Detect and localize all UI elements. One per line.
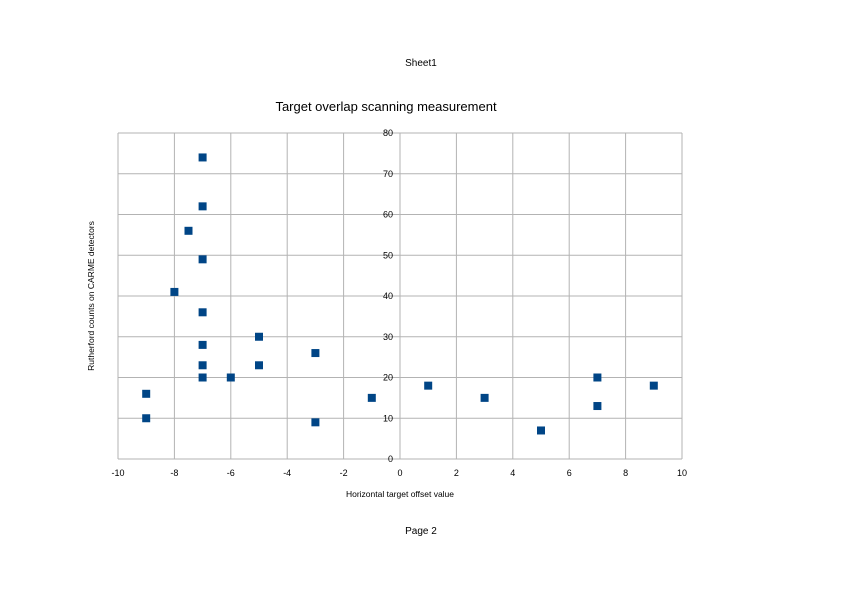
axes <box>118 133 682 460</box>
data-point <box>198 340 207 349</box>
data-point <box>184 226 193 235</box>
page-footer: Page 2 <box>405 526 437 537</box>
data-point <box>311 418 320 427</box>
x-tick-label: 2 <box>454 468 459 478</box>
y-axis-label: Rutherford counts on CARME detectors <box>86 221 96 371</box>
y-tick-label: 40 <box>383 291 393 301</box>
data-point <box>255 361 263 370</box>
data-point <box>311 349 320 358</box>
y-tick-label: 60 <box>383 210 393 220</box>
x-axis-label: Horizontal target offset value <box>346 489 454 499</box>
data-point <box>198 202 207 211</box>
x-tick-label: -6 <box>227 468 235 478</box>
data-point <box>593 402 602 411</box>
x-tick-label: -8 <box>170 468 178 478</box>
data-point <box>537 426 545 435</box>
data-points <box>142 153 658 435</box>
x-tick-label: -2 <box>340 468 348 478</box>
data-point <box>198 361 207 370</box>
data-point <box>593 373 602 382</box>
data-point <box>170 287 179 296</box>
data-point <box>198 308 207 317</box>
y-tick-label: 80 <box>383 128 393 138</box>
data-point <box>255 332 263 341</box>
page-header: Sheet1 <box>405 58 437 69</box>
data-point <box>367 393 376 402</box>
data-point <box>198 255 207 264</box>
y-tick-label: 10 <box>383 413 393 423</box>
data-point <box>198 373 207 382</box>
y-tick-label: 50 <box>383 250 393 260</box>
x-tick-label: 8 <box>623 468 628 478</box>
y-tick-label: 70 <box>383 169 393 179</box>
x-tick-label: -4 <box>283 468 291 478</box>
x-tick-label: 0 <box>397 468 402 478</box>
data-point <box>198 153 207 162</box>
data-point <box>424 381 433 390</box>
x-tick-label: 4 <box>510 468 515 478</box>
y-tick-label: 20 <box>383 373 393 383</box>
y-tick-label: 0 <box>388 454 393 464</box>
x-tick-label: 6 <box>567 468 572 478</box>
data-point <box>142 414 151 423</box>
data-point <box>649 381 658 390</box>
data-point <box>480 393 489 402</box>
x-tick-label: 10 <box>677 468 687 478</box>
chart-title: Target overlap scanning measurement <box>275 99 497 114</box>
data-point <box>142 389 151 398</box>
data-point <box>226 373 235 382</box>
tick-labels: -10 -8 -6 -4 -2 0 2 4 6 8 10 0 10 20 30 40 50 60 70 80 <box>111 128 687 478</box>
x-tick-label: -10 <box>111 468 124 478</box>
y-tick-label: 30 <box>383 332 393 342</box>
